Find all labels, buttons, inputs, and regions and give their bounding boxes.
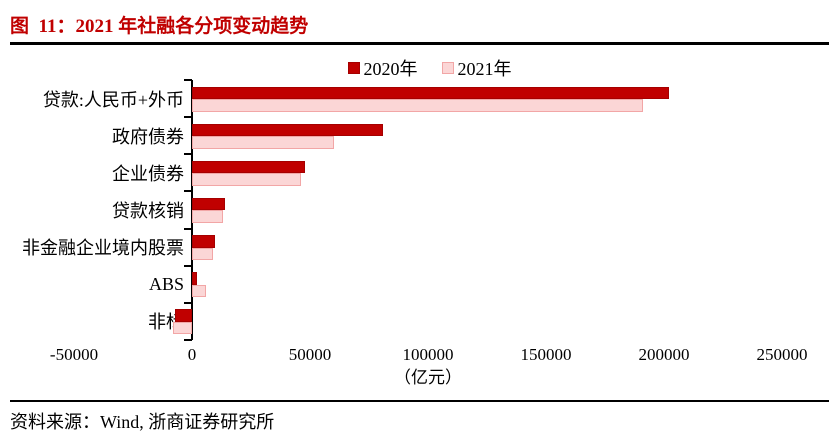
category-axis-tick <box>184 116 192 119</box>
bar-series0-row3 <box>192 197 226 211</box>
legend-label: 2021年 <box>457 59 512 79</box>
legend-swatch-icon <box>347 62 360 74</box>
x-tick-label: -50000 <box>49 345 99 364</box>
category-axis-tick <box>184 190 192 193</box>
bar-series0-row0 <box>192 86 669 99</box>
category-axis-labels: 贷款:人民币+外币 政府债券 企业债券 贷款核销 非金融企业境内股票 ABS 非标 <box>0 80 184 340</box>
bar-series1-row4 <box>192 247 213 261</box>
category-axis-tick <box>184 227 192 230</box>
bar-series1-row2 <box>192 173 301 186</box>
x-axis-tick-labels: -50000 0 50000 100000 150000 200000 250000 <box>50 345 808 365</box>
category-label: 贷款:人民币+外币 <box>42 89 184 110</box>
bar-series1-row0 <box>192 99 643 112</box>
category-axis-tick <box>184 339 192 341</box>
bar-series0-row5 <box>192 272 197 285</box>
category-label: 非金融企业境内股票 <box>22 238 184 259</box>
x-tick-label: 200000 <box>638 345 690 364</box>
x-tick-label: 150000 <box>520 345 572 364</box>
figure-title: 图 11：2021 年社融各分项变动趋势 <box>10 16 309 37</box>
bar-series1-row6 <box>173 321 192 335</box>
legend-label: 2020年 <box>363 59 418 79</box>
x-tick-label: 0 <box>187 345 197 364</box>
title-divider <box>10 42 829 45</box>
legend-item: 2021年 <box>441 55 512 81</box>
source-note: 资料来源：Wind, 浙商证券研究所 <box>10 408 274 434</box>
bar-series1-row3 <box>192 210 223 223</box>
source-label: 资料来源： <box>10 412 100 432</box>
x-tick-label: 50000 <box>288 345 332 364</box>
plot-area <box>74 79 782 341</box>
category-label: 企业债券 <box>112 163 184 184</box>
bar-series1-row5 <box>192 284 207 298</box>
x-tick-label: 250000 <box>756 345 808 364</box>
bar-series0-row1 <box>192 123 384 137</box>
category-axis-tick <box>184 153 192 156</box>
category-axis-tick <box>184 79 192 81</box>
x-axis-unit-label: （亿元） <box>394 368 462 387</box>
bar-series0-row2 <box>192 160 306 174</box>
category-label: 政府债券 <box>112 126 184 147</box>
bar-series0-row6 <box>175 309 192 322</box>
footer-divider <box>10 400 829 402</box>
source-text: Wind, 浙商证券研究所 <box>100 412 275 432</box>
bar-series1-row1 <box>192 136 334 149</box>
category-label: ABS <box>148 273 184 294</box>
chart-legend: 2020年 2021年 <box>10 55 839 81</box>
legend-swatch-icon <box>441 62 454 74</box>
x-tick-label: 100000 <box>402 345 454 364</box>
category-axis-tick <box>184 264 192 267</box>
category-axis-tick <box>184 301 192 304</box>
category-label: 贷款核销 <box>112 200 184 221</box>
legend-item: 2020年 <box>347 55 418 81</box>
bar-series0-row4 <box>192 235 215 248</box>
